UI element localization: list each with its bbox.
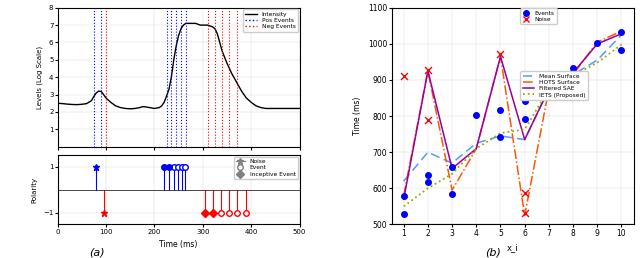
Filtered SAE — [448, 167, 456, 170]
Line: HOTS Surface: HOTS Surface — [404, 31, 621, 215]
Filtered SAE — [593, 42, 601, 45]
Filtered SAE — [424, 69, 432, 72]
HOTS Surface — [472, 147, 480, 150]
Noise — [495, 52, 506, 56]
Legend: Noise, Event, Inceptive Event: Noise, Event, Inceptive Event — [234, 157, 298, 179]
Events — [423, 173, 433, 177]
Mean Surface — [569, 73, 577, 76]
Mean Surface — [618, 33, 625, 36]
Y-axis label: Polarity: Polarity — [31, 177, 38, 203]
HOTS Surface — [448, 189, 456, 192]
Events — [399, 194, 409, 198]
IETS (Proposed) — [424, 187, 432, 190]
Filtered SAE — [521, 138, 529, 141]
HOTS Surface — [497, 55, 504, 58]
Filtered SAE — [472, 147, 480, 150]
Noise — [423, 68, 433, 72]
X-axis label: Time (ms): Time (ms) — [159, 240, 198, 249]
Mean Surface — [521, 138, 529, 141]
IETS (Proposed) — [545, 87, 553, 91]
Events — [495, 135, 506, 139]
IETS (Proposed) — [448, 172, 456, 175]
Events — [520, 99, 530, 103]
IETS (Proposed) — [593, 61, 601, 64]
Noise — [520, 191, 530, 195]
Mean Surface — [497, 134, 504, 138]
Events — [471, 113, 481, 117]
Events — [520, 117, 530, 121]
Noise — [399, 74, 409, 78]
Filtered SAE — [497, 55, 504, 58]
Events — [592, 41, 602, 45]
Y-axis label: Time (ms): Time (ms) — [353, 97, 362, 135]
Y-axis label: Levels (Log Scale): Levels (Log Scale) — [37, 46, 44, 109]
IETS (Proposed) — [400, 205, 408, 208]
Events — [447, 192, 457, 197]
Filtered SAE — [400, 198, 408, 201]
Events — [495, 108, 506, 112]
Events — [568, 70, 578, 74]
Line: Filtered SAE: Filtered SAE — [404, 34, 621, 199]
Legend: Intensity, Pos Events, Neg Events: Intensity, Pos Events, Neg Events — [243, 10, 298, 32]
Events — [568, 66, 578, 70]
Text: (b): (b) — [485, 247, 500, 257]
Events — [616, 30, 627, 34]
Events — [399, 212, 409, 216]
HOTS Surface — [521, 214, 529, 217]
Events — [544, 93, 554, 97]
Events — [616, 48, 627, 52]
Text: (a): (a) — [90, 247, 105, 257]
Mean Surface — [424, 151, 432, 154]
Mean Surface — [472, 142, 480, 145]
IETS (Proposed) — [521, 128, 529, 131]
IETS (Proposed) — [472, 147, 480, 150]
Line: Mean Surface: Mean Surface — [404, 35, 621, 181]
HOTS Surface — [569, 73, 577, 76]
HOTS Surface — [545, 87, 553, 91]
IETS (Proposed) — [497, 132, 504, 135]
Noise — [520, 211, 530, 215]
Mean Surface — [545, 87, 553, 91]
Events — [423, 180, 433, 184]
HOTS Surface — [593, 41, 601, 44]
Events — [447, 165, 457, 170]
Filtered SAE — [618, 32, 625, 35]
Line: IETS (Proposed): IETS (Proposed) — [404, 45, 621, 206]
Events — [544, 86, 554, 90]
Legend: Mean Surface, HOTS Surface, Filtered SAE, IETS (Proposed): Mean Surface, HOTS Surface, Filtered SAE… — [520, 71, 588, 100]
Filtered SAE — [569, 71, 577, 74]
Filtered SAE — [545, 87, 553, 91]
HOTS Surface — [400, 194, 408, 197]
IETS (Proposed) — [569, 74, 577, 77]
HOTS Surface — [618, 30, 625, 33]
Mean Surface — [448, 162, 456, 165]
Mean Surface — [593, 59, 601, 62]
Noise — [423, 118, 433, 123]
IETS (Proposed) — [618, 43, 625, 46]
Mean Surface — [400, 180, 408, 183]
HOTS Surface — [424, 69, 432, 72]
X-axis label: x_i: x_i — [507, 243, 518, 252]
